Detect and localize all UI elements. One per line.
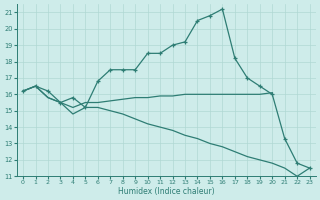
X-axis label: Humidex (Indice chaleur): Humidex (Indice chaleur) [118, 187, 215, 196]
